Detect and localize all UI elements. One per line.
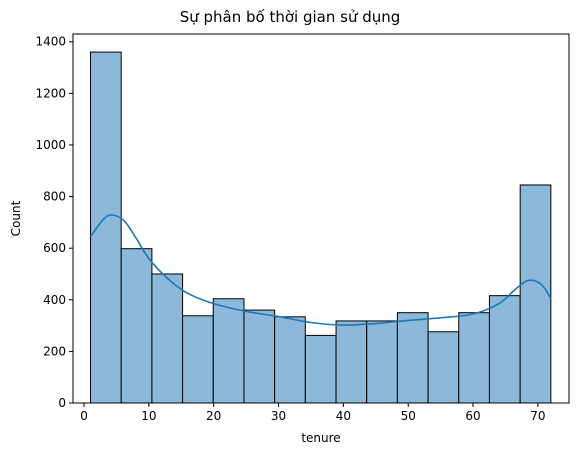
axis-labels-group: tenure Count: [9, 200, 341, 445]
histogram-bar: [458, 312, 490, 404]
histogram-bar: [488, 295, 521, 404]
x-tick-label: 40: [336, 409, 351, 423]
histogram-bar: [335, 320, 368, 404]
y-axis-label: Count: [9, 200, 23, 236]
histogram-bar: [274, 316, 306, 404]
x-tick-label: 20: [206, 409, 221, 423]
x-tick-label: 70: [530, 409, 545, 423]
histogram-bar: [243, 309, 276, 404]
x-tick-label: 30: [271, 409, 286, 423]
y-tick-label: 0: [58, 396, 66, 410]
kde-group: [89, 214, 552, 326]
x-axis-label: tenure: [301, 431, 340, 445]
y-tick-label: 200: [43, 344, 66, 358]
y-tick-label: 1000: [35, 138, 66, 152]
histogram-bar: [90, 51, 122, 404]
histogram-bar: [151, 273, 184, 404]
histogram-bar: [519, 184, 552, 404]
histogram-bar: [304, 334, 337, 404]
plot-frame: [72, 33, 570, 404]
bars-group: [90, 51, 552, 404]
x-tick-label: 60: [465, 409, 480, 423]
histogram-bar: [396, 312, 429, 404]
y-tick-label: 1400: [35, 35, 66, 49]
y-tick-label: 1200: [35, 86, 66, 100]
axes-group: 0 10 20 30 40 50 60 70 0 200 400 600 800 1000 1200 1400: [35, 33, 570, 423]
y-tick-label: 400: [43, 293, 66, 307]
x-tick-label: 0: [80, 409, 88, 423]
x-tick-label: 50: [401, 409, 416, 423]
histogram-bar: [427, 331, 460, 404]
histogram-bar: [182, 315, 214, 404]
histogram-bar: [120, 248, 153, 404]
kde-line: [89, 214, 552, 326]
chart-title: Sự phân bố thời gian sử dụng: [179, 8, 401, 26]
y-tick-label: 600: [43, 241, 66, 255]
histogram-bar: [366, 320, 398, 404]
histogram-bar: [212, 298, 245, 404]
x-tick-label: 10: [141, 409, 156, 423]
y-tick-label: 800: [43, 190, 66, 204]
